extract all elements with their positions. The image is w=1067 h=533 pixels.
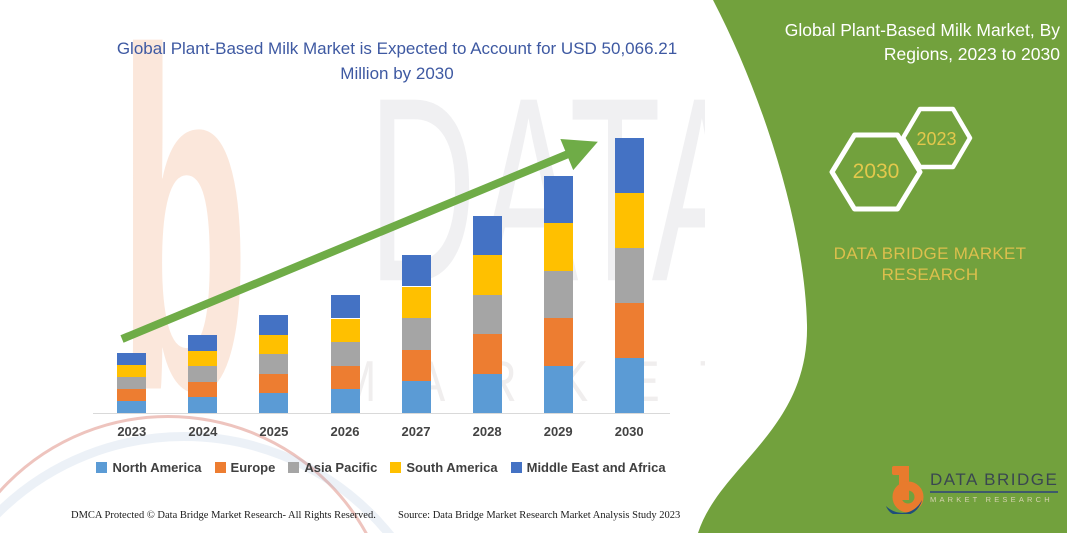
bar-segment-2023 <box>117 401 147 413</box>
bar-segment-2026 <box>330 342 360 366</box>
legend-label: South America <box>406 460 498 475</box>
chart-title: Global Plant-Based Milk Market is Expect… <box>116 39 678 83</box>
bar-segment-2030 <box>614 303 644 358</box>
legend-swatch <box>510 462 522 473</box>
bar-segment-2027 <box>401 318 431 350</box>
bar-segment-2028 <box>472 334 502 374</box>
footer-dmca-text: DMCA Protected © Data Bridge Market Rese… <box>71 510 376 521</box>
bar-segment-2030 <box>614 193 644 248</box>
bar-segment-2023 <box>117 377 147 390</box>
hexagon-2030-icon <box>829 132 923 212</box>
bar-segment-2028 <box>472 255 502 295</box>
bar-segment-2029 <box>543 318 573 366</box>
bar-segment-2030 <box>614 138 644 193</box>
legend-item: Middle East and Africa <box>510 460 666 475</box>
side-panel-brand-line2: RESEARCH <box>881 265 979 284</box>
x-axis-label: 2024 <box>188 424 218 439</box>
x-axis-line <box>93 413 670 414</box>
bar-segment-2029 <box>543 223 573 271</box>
bar-segment-2023 <box>117 353 147 366</box>
logo-tagline: MARKET RESEARCH <box>930 495 1053 504</box>
bar-segment-2024 <box>188 335 218 351</box>
bar-segment-2027 <box>401 381 431 413</box>
side-panel-title: Global Plant-Based Milk Market, By Regio… <box>755 19 1060 66</box>
hexagon-2030-label: 2030 <box>852 160 900 183</box>
bar-segment-2030 <box>614 358 644 413</box>
bar-segment-2026 <box>330 294 360 319</box>
bar-segment-2029 <box>543 365 573 413</box>
bar-segment-2028 <box>472 215 502 256</box>
bar-segment-2027 <box>401 349 431 382</box>
x-axis-label: 2026 <box>330 424 360 439</box>
logo-b-icon <box>886 466 924 514</box>
legend-label: Asia Pacific <box>304 460 378 475</box>
x-axis-label: 2028 <box>472 424 502 439</box>
hexagon-2023-label: 2023 <box>916 129 957 149</box>
logo-text-block: DATA BRIDGE MARKET RESEARCH <box>930 464 1059 504</box>
x-axis-label: 2025 <box>259 424 289 439</box>
bar-segment-2024 <box>188 381 218 398</box>
legend-item: North America <box>96 460 202 475</box>
bar-segment-2026 <box>330 365 360 390</box>
legend-item: Asia Pacific <box>288 460 377 475</box>
chart-legend: North America Europe Asia Pacific South Ame… <box>85 460 677 475</box>
side-panel-title-line2: Regions, 2023 to 2030 <box>883 43 1060 64</box>
bar-segment-2029 <box>543 176 573 224</box>
x-axis-label: 2027 <box>401 424 431 439</box>
bar-segment-2023 <box>117 389 147 402</box>
logo-brand-name: DATA BRIDGE <box>930 470 1059 493</box>
legend-swatch <box>390 462 402 473</box>
bar-segment-2026 <box>330 389 360 413</box>
bar-segment-2027 <box>401 286 431 319</box>
x-axis-label: 2023 <box>117 424 147 439</box>
legend-label: North America <box>112 460 202 475</box>
legend-item: South America <box>390 460 498 475</box>
bar-segment-2028 <box>472 294 502 335</box>
bar-segment-2025 <box>259 373 289 394</box>
bar-segment-2025 <box>259 393 289 413</box>
bar-segment-2030 <box>614 248 644 303</box>
bar-segment-2025 <box>259 315 289 335</box>
legend-label: Middle East and Africa <box>526 460 666 475</box>
legend-swatch <box>288 462 300 473</box>
footer-source-text: Source: Data Bridge Market Research Mark… <box>398 510 681 521</box>
bar-segment-2029 <box>543 270 573 319</box>
legend-swatch <box>96 462 108 473</box>
legend-item: Europe <box>214 460 276 475</box>
bar-segment-2026 <box>330 318 360 343</box>
bar-segment-2028 <box>472 373 502 413</box>
side-panel-brand-text: DATA BRIDGE MARKET RESEARCH <box>795 243 1065 285</box>
side-panel-background <box>698 0 1067 533</box>
bar-segment-2027 <box>401 254 431 287</box>
hexagon-2023-icon <box>900 106 973 170</box>
bar-segment-2023 <box>117 365 147 378</box>
company-logo: DATA BRIDGE MARKET RESEARCH <box>884 464 1059 514</box>
x-axis-label: 2030 <box>614 424 644 439</box>
bar-segment-2024 <box>188 397 218 413</box>
legend-swatch <box>214 462 226 473</box>
bar-segment-2025 <box>259 334 289 355</box>
side-panel-brand-line1: DATA BRIDGE MARKET <box>833 244 1027 263</box>
legend-label: Europe <box>230 460 276 475</box>
bar-segment-2025 <box>259 354 289 374</box>
x-axis-label: 2029 <box>543 424 573 439</box>
side-panel-title-line1: Global Plant-Based Milk Market, By <box>784 20 1060 40</box>
bar-segment-2024 <box>188 350 218 367</box>
bar-segment-2024 <box>188 366 218 382</box>
